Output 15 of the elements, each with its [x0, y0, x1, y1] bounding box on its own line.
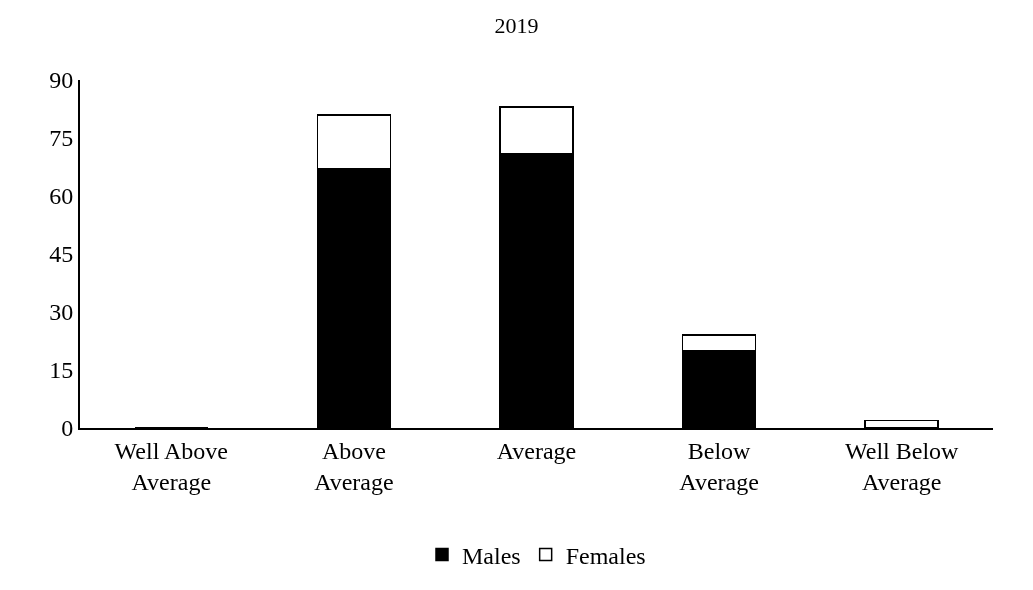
x-tick-label: Above Average — [314, 437, 394, 495]
x-tick-label: Average — [496, 437, 577, 464]
y-tick-label: 15 — [49, 357, 74, 384]
y-tick-label: 75 — [49, 125, 74, 152]
y-tick-label: 30 — [49, 299, 74, 326]
y-tick-label: 60 — [49, 183, 74, 210]
legend-label: Females — [565, 542, 646, 569]
x-tick-label: Well Above Average — [114, 437, 228, 495]
y-tick-label: 0 — [61, 415, 74, 442]
chart-title: 2019 — [494, 13, 539, 39]
x-tick-label: Below Average — [679, 437, 759, 495]
y-tick-label: 45 — [49, 241, 74, 268]
y-tick-label: 90 — [49, 67, 74, 94]
x-tick-label: Well Below Average — [845, 437, 960, 495]
legend-label: Males — [462, 542, 521, 569]
